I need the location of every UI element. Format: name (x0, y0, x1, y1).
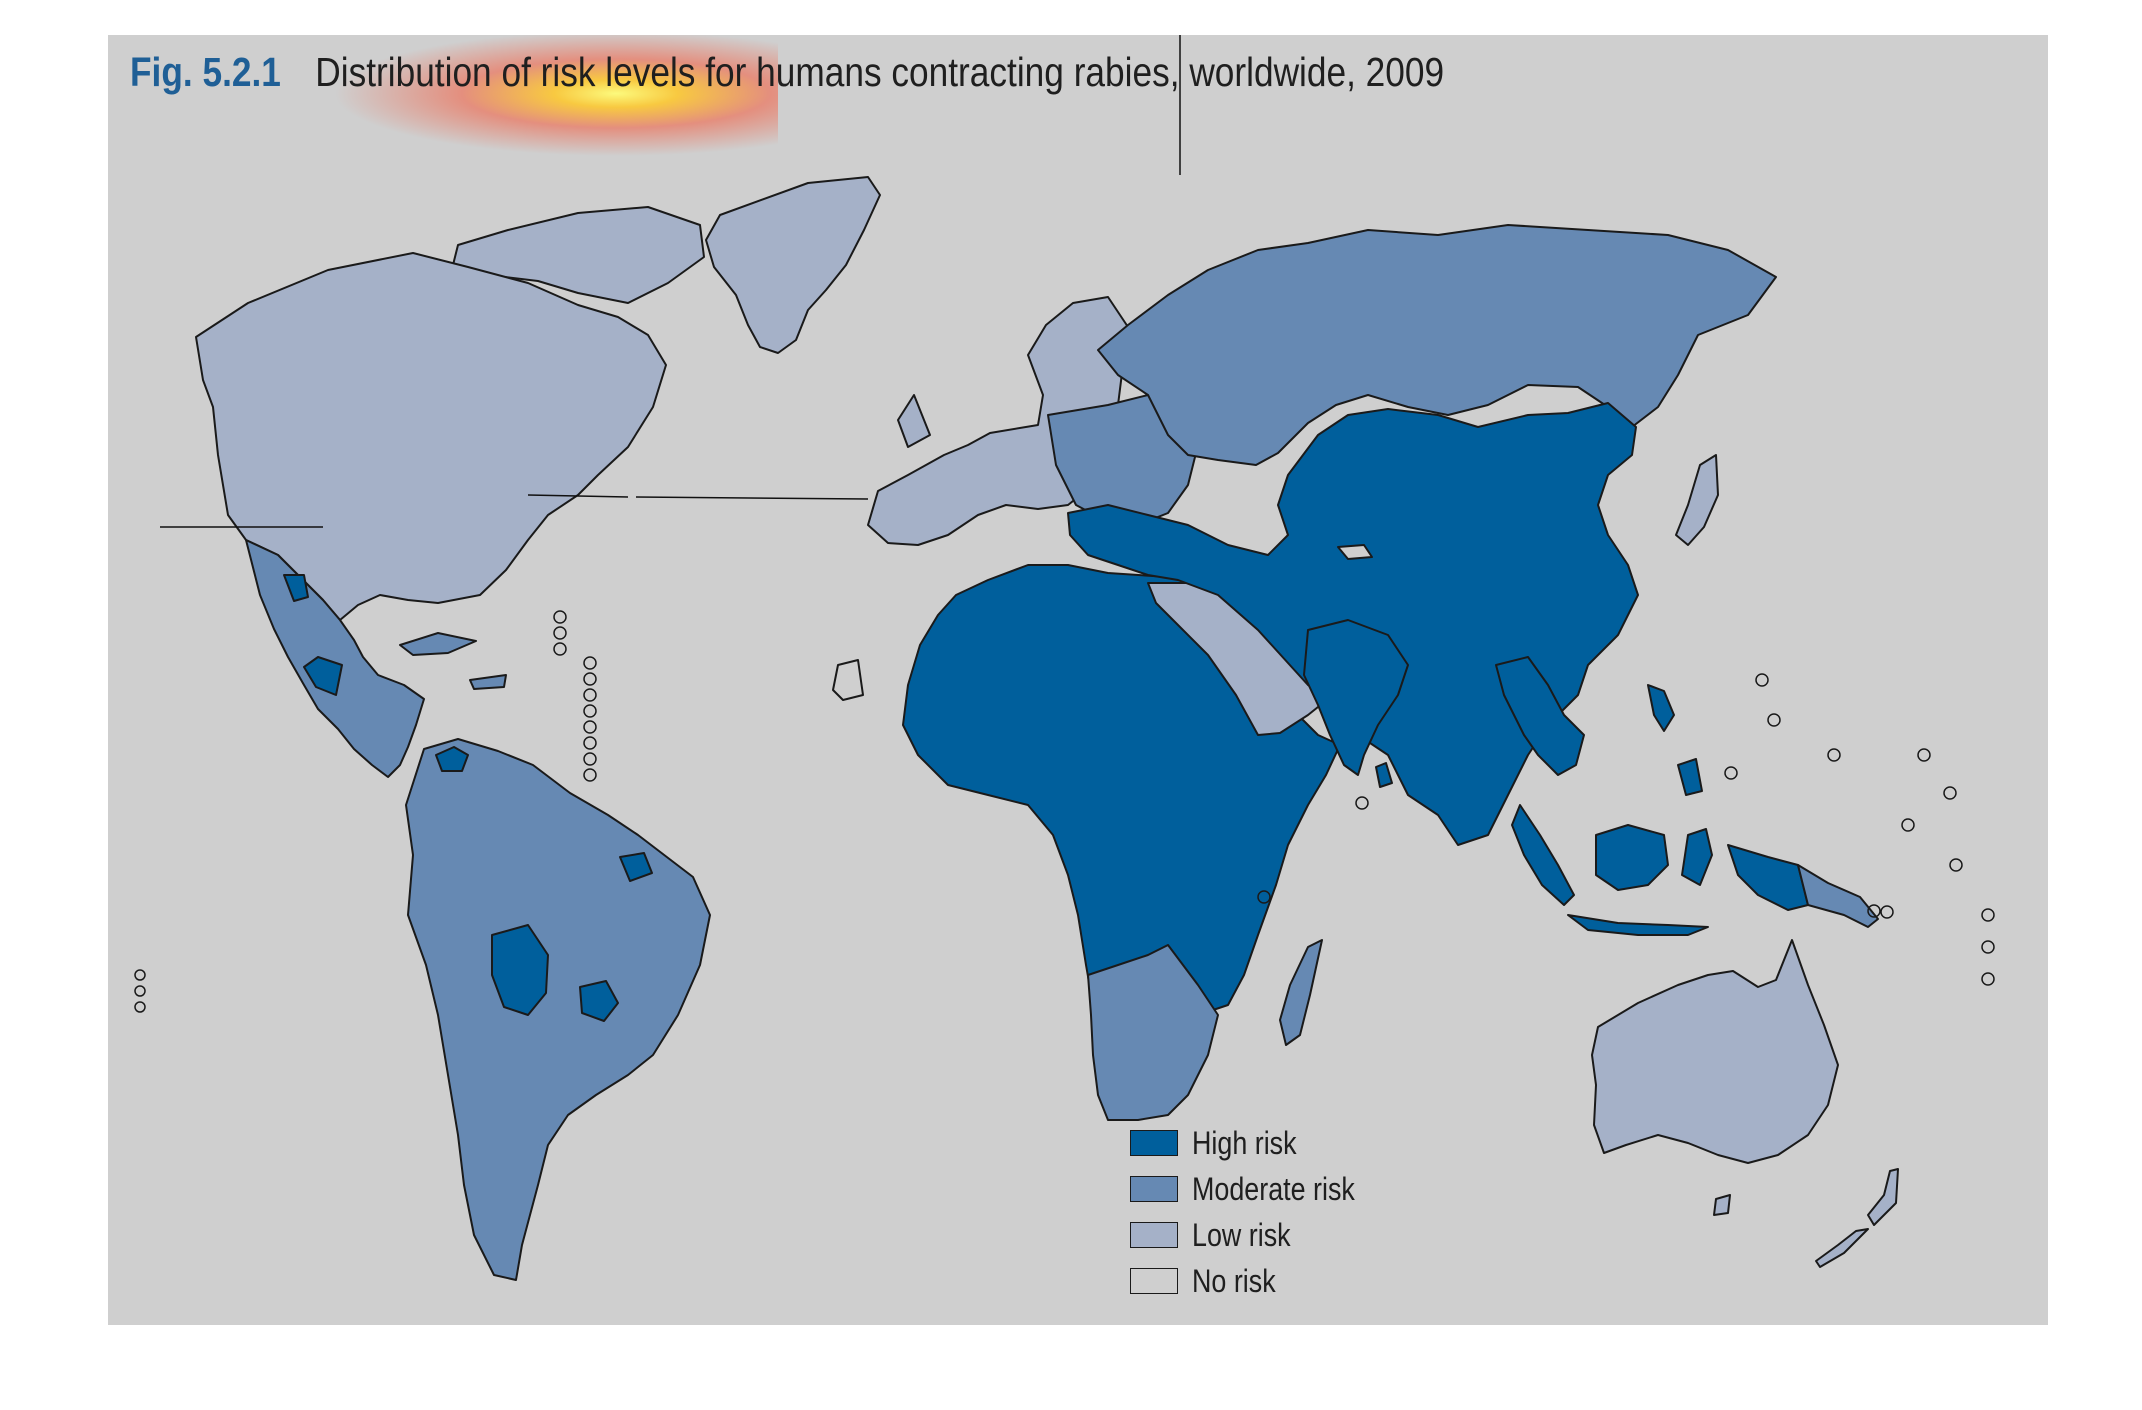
region-sri-lanka[interactable] (1375, 762, 1393, 788)
legend-swatch (1130, 1268, 1178, 1294)
region-philippines[interactable] (1647, 684, 1703, 796)
region-eastern-europe[interactable] (1047, 394, 1199, 526)
legend-label: Moderate risk (1192, 1170, 1355, 1207)
legend-label: No risk (1192, 1262, 1276, 1299)
figure-number: Fig. 5.2.1 (130, 49, 281, 95)
legend-item-low-risk: Low risk (1130, 1212, 1386, 1258)
region-mexico-central-america[interactable] (245, 539, 425, 778)
world-map (134, 35, 1995, 1281)
region-southern-africa[interactable] (1087, 944, 1219, 1121)
region-tasmania[interactable] (1713, 1194, 1731, 1216)
region-bolivia-high-patch[interactable] (491, 924, 619, 1022)
legend-swatch (1130, 1130, 1178, 1156)
legend-item-no-risk: No risk (1130, 1258, 1386, 1304)
region-southeast-asia[interactable] (1495, 656, 1585, 776)
region-mexico-high-patch[interactable] (283, 574, 343, 696)
figure-title: Fig. 5.2.1 Distribution of risk levels fo… (130, 49, 1444, 119)
figure-title-text: Distribution of risk levels for humans c… (315, 49, 1445, 95)
legend-label: Low risk (1192, 1216, 1291, 1253)
small-island-markers (134, 610, 1995, 1013)
region-western-sahara[interactable] (832, 659, 864, 701)
region-australia[interactable] (1591, 939, 1839, 1164)
region-british-isles[interactable] (897, 394, 931, 448)
region-south-america[interactable] (405, 738, 711, 1281)
region-new-zealand[interactable] (1815, 1168, 1899, 1268)
region-brazil-high-patch[interactable] (619, 852, 653, 882)
legend-item-high-risk: High risk (1130, 1120, 1386, 1166)
region-japan[interactable] (1675, 454, 1719, 546)
map-legend: High risk Moderate risk Low risk No risk (1130, 1120, 1386, 1304)
region-venezuela-high-patch[interactable] (435, 746, 469, 772)
region-nepal[interactable] (1337, 544, 1373, 560)
legend-swatch (1130, 1222, 1178, 1248)
region-indonesia[interactable] (1511, 804, 1809, 936)
legend-label: High risk (1192, 1124, 1297, 1161)
region-greenland[interactable] (705, 176, 881, 354)
map-panel: Fig. 5.2.1 Distribution of risk levels fo… (108, 35, 2048, 1325)
region-caribbean[interactable] (399, 632, 507, 690)
legend-swatch (1130, 1176, 1178, 1202)
legend-item-moderate-risk: Moderate risk (1130, 1166, 1386, 1212)
region-madagascar[interactable] (1279, 939, 1323, 1046)
region-india[interactable] (1303, 619, 1409, 776)
region-papua-new-guinea[interactable] (1797, 864, 1879, 928)
